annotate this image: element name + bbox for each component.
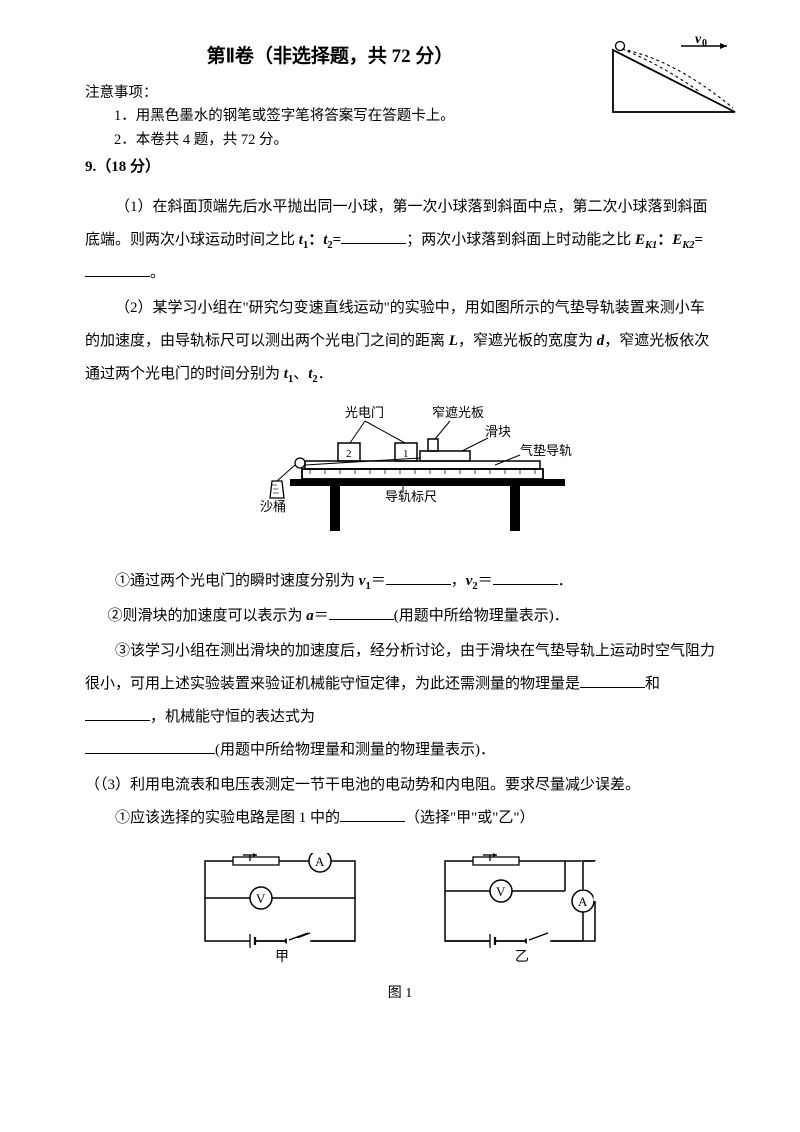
blank-circuit <box>340 807 405 822</box>
blank-a <box>329 605 394 620</box>
circuit-diagrams: A V 甲 <box>85 853 715 973</box>
svg-text:导轨标尺: 导轨标尺 <box>385 489 437 504</box>
question-number: 9.（18 分） <box>85 154 715 181</box>
part1-text: （1）在斜面顶端先后水平抛出同一小球，第一次小球落到斜面中点，第二次小球落到斜面… <box>85 191 715 290</box>
svg-text:沙桶: 沙桶 <box>260 499 286 514</box>
figure-1-label: 图 1 <box>85 981 715 1006</box>
svg-text:光电门: 光电门 <box>345 405 384 420</box>
part2-sub1: ①通过两个光电门的瞬时速度分别为 v1＝，v2＝． <box>85 565 715 598</box>
svg-text:0: 0 <box>702 38 707 49</box>
svg-text:V: V <box>256 891 266 906</box>
part2-sub3: ③该学习小组在测出滑块的加速度后，经分析讨论，由于滑块在气垫导轨上运动时空气阻力… <box>85 635 715 767</box>
svg-text:1: 1 <box>403 448 409 460</box>
blank-expr <box>85 739 215 754</box>
svg-text:窄遮光板: 窄遮光板 <box>432 405 484 420</box>
svg-text:滑块: 滑块 <box>485 424 511 439</box>
svg-text:A: A <box>315 854 325 869</box>
blank-v2 <box>493 570 558 585</box>
incline-diagram: v 0 <box>605 32 745 132</box>
blank-qty2 <box>85 706 150 721</box>
part3-intro: （（3）利用电流表和电压表测定一节干电池的电动势和内电阻。要求尽量减少误差。 <box>85 769 715 802</box>
part2-intro: （2）某学习小组在"研究匀变速直线运动"的实验中，用如图所示的气垫导轨装置来测小… <box>85 292 715 391</box>
blank-v1 <box>386 570 451 585</box>
svg-text:2: 2 <box>346 448 352 460</box>
svg-text:V: V <box>496 884 506 899</box>
blank-e-ratio <box>85 262 150 277</box>
svg-text:v: v <box>695 32 702 47</box>
svg-text:A: A <box>578 894 588 909</box>
apparatus-diagram: 光电门 窄遮光板 滑块 气垫导轨 导轨标尺 沙桶 2 1 <box>85 403 715 543</box>
notice-item-2: 2．本卷共 4 题，共 72 分。 <box>85 129 715 152</box>
svg-text:气垫导轨: 气垫导轨 <box>520 443 572 458</box>
part2-sub2: ②则滑块的加速度可以表示为 a＝(用题中所给物理量表示)． <box>85 600 715 633</box>
svg-text:乙: 乙 <box>515 949 529 963</box>
svg-text:甲: 甲 <box>275 950 289 963</box>
part3-sub1: ①应该选择的实验电路是图 1 中的（选择"甲"或"乙"） <box>85 802 715 835</box>
blank-qty1 <box>580 673 645 688</box>
blank-t-ratio <box>341 229 406 244</box>
